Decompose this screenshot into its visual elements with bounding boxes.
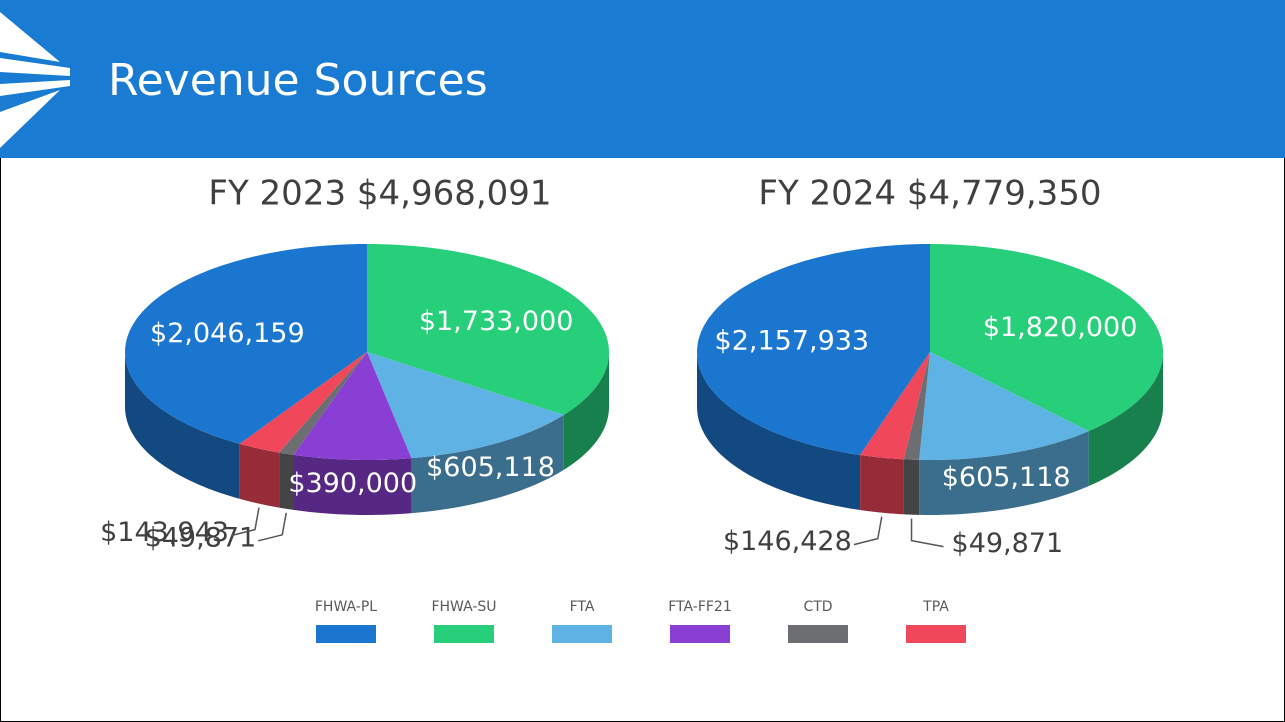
data-label: $146,428 xyxy=(723,526,852,557)
leader-line xyxy=(910,518,944,548)
legend-label: FHWA-PL xyxy=(315,599,377,615)
slice-side xyxy=(125,352,240,499)
data-label: $49,871 xyxy=(145,522,257,553)
legend-swatch xyxy=(906,625,966,643)
slice-side xyxy=(697,352,861,511)
legend-label: FTA xyxy=(570,599,595,615)
chart-title: FY 2023 $4,968,091 xyxy=(208,174,551,214)
slide-title: Revenue Sources xyxy=(108,55,488,106)
pie-slice xyxy=(125,244,367,444)
pie-slice xyxy=(860,352,930,460)
legend-label: FHWA-SU xyxy=(431,599,496,615)
chart-title: FY 2024 $4,779,350 xyxy=(758,174,1101,214)
pie-slice xyxy=(367,352,564,459)
legend-swatch xyxy=(434,625,494,643)
slice-side xyxy=(1088,352,1163,487)
slice-side xyxy=(411,414,564,514)
slice-side xyxy=(919,431,1089,515)
pie-slice xyxy=(697,244,930,456)
data-label: $49,871 xyxy=(952,528,1064,559)
header-bar xyxy=(0,0,1285,158)
data-label: $2,157,933 xyxy=(715,326,870,357)
data-label: $2,046,159 xyxy=(150,318,305,349)
slice-side xyxy=(563,352,609,470)
legend-swatch xyxy=(670,625,730,643)
pie-slice xyxy=(293,352,412,460)
legend-label: FTA-FF21 xyxy=(668,599,732,615)
data-label: $605,118 xyxy=(426,452,555,483)
legend-swatch xyxy=(788,625,848,643)
data-label: $143,943 xyxy=(100,517,229,548)
slice-side xyxy=(860,455,904,515)
leader-line xyxy=(258,512,287,542)
legend-swatch xyxy=(316,625,376,643)
pie-slice xyxy=(367,244,609,415)
data-label: $605,118 xyxy=(942,462,1071,493)
slice-side xyxy=(903,459,920,515)
pie-slice xyxy=(279,352,367,455)
legend-swatch xyxy=(552,625,612,643)
data-label: $1,820,000 xyxy=(983,312,1138,343)
data-label: $1,733,000 xyxy=(419,306,574,337)
pie-slice xyxy=(239,352,367,453)
slice-side xyxy=(239,443,280,508)
leader-line xyxy=(230,507,260,537)
pie-slice xyxy=(919,352,1089,460)
leader-line xyxy=(853,516,883,546)
pie-slice xyxy=(930,244,1163,432)
legend-label: CTD xyxy=(803,599,832,615)
slice-side xyxy=(279,452,294,510)
data-label: $390,000 xyxy=(288,468,417,499)
legend-label: TPA xyxy=(922,599,949,615)
slice-side xyxy=(293,454,412,515)
pie-slice xyxy=(903,352,930,460)
logo xyxy=(0,12,70,148)
